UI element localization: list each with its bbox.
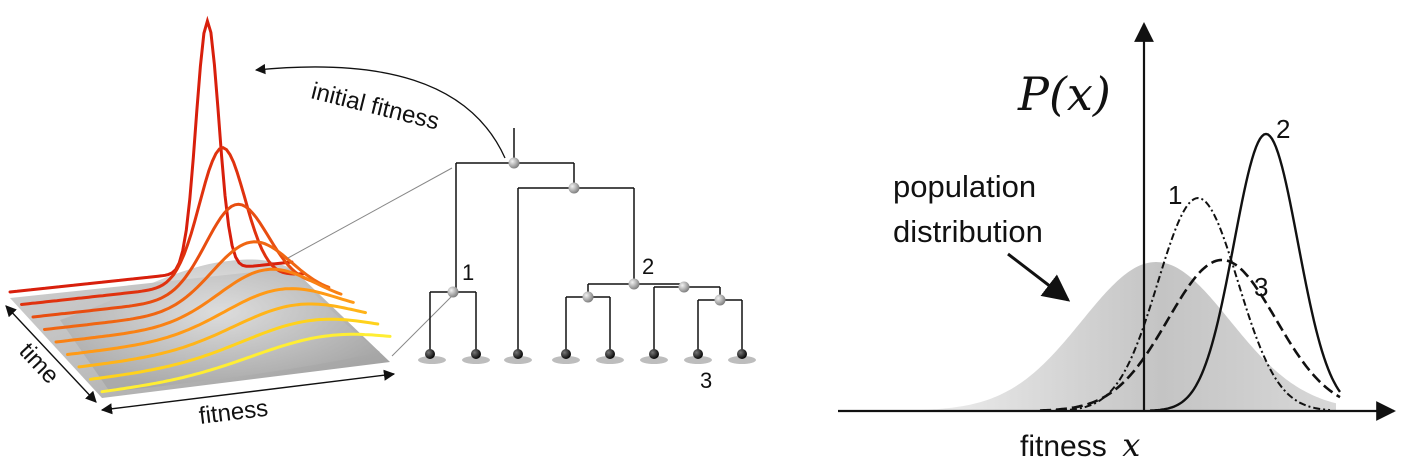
curve-1 <box>1040 196 1331 412</box>
x-axis-label-var: x <box>1122 426 1140 464</box>
fitness-curve <box>77 302 367 369</box>
tree-leaf <box>737 349 747 359</box>
initial-fitness-arrow <box>254 63 506 159</box>
genealogy-tree <box>418 128 756 364</box>
fitness-time-panel: time fitness initial fitness <box>5 15 506 430</box>
population-label-line1: population <box>893 169 1036 204</box>
tree-label-3: 3 <box>700 368 712 393</box>
fitness-axis-label: fitness <box>197 395 269 430</box>
fitness-curve <box>8 15 294 294</box>
fitness-curve <box>20 146 306 306</box>
curve-label-3: 3 <box>1254 272 1268 302</box>
fitness-axis-arrow <box>100 369 396 415</box>
tree-label-2: 2 <box>642 254 654 279</box>
tree-leaf <box>605 349 615 359</box>
tree-leaf <box>471 349 481 359</box>
curve-3 <box>1039 258 1341 412</box>
tree-node <box>582 291 594 303</box>
tree-node-2 <box>628 278 640 290</box>
initial-fitness-label: initial fitness <box>309 78 442 136</box>
distribution-surface <box>60 259 380 392</box>
leaf-shadows <box>418 356 756 364</box>
probability-panel: P(x) fitness x population distribution 1… <box>838 22 1396 464</box>
tree-branches <box>429 128 743 354</box>
connector-line-bottom <box>391 295 453 357</box>
curve-label-1: 1 <box>1168 180 1182 210</box>
x-axis-label: fitness x <box>1020 426 1140 464</box>
tree-label-1: 1 <box>462 260 474 285</box>
time-axis-arrow <box>5 305 97 403</box>
tree-leaf-3 <box>693 349 703 359</box>
y-axis-label: P(x) <box>1017 67 1111 121</box>
population-pointer-arrow <box>1007 252 1071 302</box>
tree-leaf <box>649 349 659 359</box>
fitness-curve <box>66 287 355 356</box>
connector-line-top <box>287 167 453 259</box>
curve-label-2: 2 <box>1276 114 1290 144</box>
tree-leaf <box>513 349 523 359</box>
tree-node <box>508 157 520 169</box>
population-distribution <box>900 262 1336 411</box>
fitness-curve <box>54 267 343 344</box>
curve-2 <box>1149 132 1341 412</box>
tree-node <box>714 294 726 306</box>
tree-node <box>568 182 580 194</box>
leaf-nodes <box>425 349 747 359</box>
tree-node <box>678 281 690 293</box>
x-axis-label-text: fitness <box>1020 430 1107 463</box>
tree-node-1 <box>447 286 459 298</box>
internal-nodes <box>447 157 726 306</box>
tree-leaf <box>561 349 571 359</box>
tree-leaf <box>425 349 435 359</box>
population-label-line2: distribution <box>893 214 1043 249</box>
